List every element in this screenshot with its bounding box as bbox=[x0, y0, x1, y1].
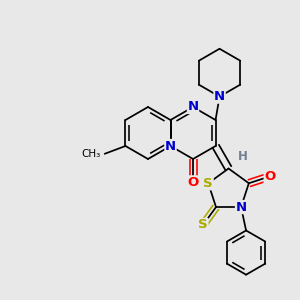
Text: H: H bbox=[238, 150, 248, 163]
Text: N: N bbox=[214, 90, 225, 103]
Text: N: N bbox=[188, 100, 199, 113]
Text: O: O bbox=[264, 170, 275, 183]
Text: O: O bbox=[188, 176, 199, 189]
Text: CH₃: CH₃ bbox=[81, 149, 101, 159]
Text: N: N bbox=[165, 140, 176, 152]
Text: S: S bbox=[203, 177, 213, 190]
Text: S: S bbox=[198, 218, 208, 232]
Text: N: N bbox=[236, 201, 247, 214]
